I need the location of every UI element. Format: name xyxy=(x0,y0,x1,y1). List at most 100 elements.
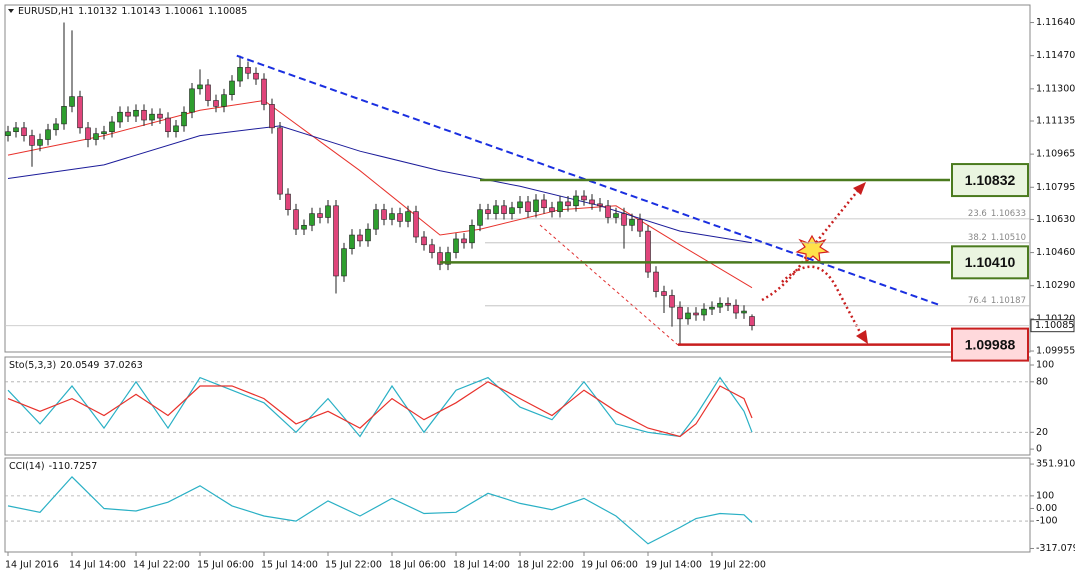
candle-body xyxy=(597,203,603,207)
x-tick-label: 19 Jul 14:00 xyxy=(645,560,702,571)
fib-label: 23.6 1.10633 xyxy=(968,208,1026,218)
price-tag-label: 1.10085 xyxy=(1035,320,1074,331)
candle-body xyxy=(381,209,387,220)
x-tick-label: 15 Jul 14:00 xyxy=(261,560,318,571)
arrowhead xyxy=(856,330,868,344)
x-tick-label: 19 Jul 22:00 xyxy=(709,560,766,571)
candle-body xyxy=(277,127,283,195)
y-tick-label: 1.11640 xyxy=(1036,17,1075,28)
y-tick-label: 80 xyxy=(1036,376,1048,387)
candle-body xyxy=(189,88,195,113)
x-tick-label: 14 Jul 2016 xyxy=(5,560,59,571)
candle-body xyxy=(293,209,299,230)
fib-price: 1.10187 xyxy=(991,295,1026,305)
candle-body xyxy=(533,199,539,212)
y-tick-label: 1.09955 xyxy=(1036,346,1075,357)
price-tag xyxy=(1030,319,1075,333)
candle-body xyxy=(389,213,395,220)
fib-anchor xyxy=(539,224,679,346)
y-tick-label: -317.0797 xyxy=(1036,543,1075,554)
candle-body xyxy=(333,205,339,277)
candle-body xyxy=(373,209,379,230)
fib-label: 38.2 1.10510 xyxy=(968,232,1026,242)
candle-body xyxy=(565,201,571,207)
candle-body xyxy=(509,207,515,214)
level-box xyxy=(951,245,1029,280)
y-tick-label: 1.10460 xyxy=(1036,247,1075,258)
candle-body xyxy=(109,121,115,133)
candle-body xyxy=(69,96,75,107)
candle-body xyxy=(397,213,403,222)
x-tick-label: 15 Jul 22:00 xyxy=(325,560,382,571)
y-tick-label: 100 xyxy=(1036,490,1054,501)
candle-body xyxy=(125,111,131,117)
candle-body xyxy=(245,67,251,74)
candle-body xyxy=(229,80,235,95)
candle-body xyxy=(133,109,139,117)
candle-body xyxy=(637,219,643,232)
menu-arrow xyxy=(8,9,14,13)
y-tick-label: 1.10965 xyxy=(1036,149,1075,160)
candle-body xyxy=(221,94,227,107)
candle-body xyxy=(61,106,67,125)
candle-body xyxy=(709,306,715,310)
candle-body xyxy=(437,252,443,265)
x-tick-label: 19 Jul 06:00 xyxy=(581,560,638,571)
stoch-panel xyxy=(4,356,1031,456)
y-tick-label: 1.10290 xyxy=(1036,280,1075,291)
candle-body xyxy=(149,113,155,121)
candle-body xyxy=(269,104,275,129)
candle-body xyxy=(629,219,635,226)
candle-body xyxy=(645,230,651,273)
candle-body xyxy=(677,306,683,320)
candle-body xyxy=(501,205,507,214)
header-value: Sto(5,3,3) xyxy=(9,360,56,371)
x-tick-label: 18 Jul 14:00 xyxy=(453,560,510,571)
candle-body xyxy=(693,312,699,316)
indicator-line xyxy=(7,476,753,545)
header-value: 37.0263 xyxy=(103,360,142,371)
candle-body xyxy=(261,78,267,105)
candle-body xyxy=(469,224,475,244)
candle-body xyxy=(453,238,459,253)
candle-body xyxy=(5,131,11,136)
header-value: 1.10143 xyxy=(121,6,160,17)
candle-body xyxy=(421,236,427,246)
candle-body xyxy=(557,201,563,212)
candle-body xyxy=(477,209,483,226)
fib-price: 1.10633 xyxy=(991,208,1026,218)
candle-body xyxy=(13,127,19,133)
candle-body xyxy=(181,111,187,127)
candle-body xyxy=(549,207,555,212)
fib-label: 76.4 1.10187 xyxy=(968,295,1026,305)
header-value: 1.10085 xyxy=(208,6,247,17)
fib-ratio: 23.6 xyxy=(968,208,987,218)
candle-body xyxy=(205,84,211,101)
candle-body xyxy=(701,308,707,316)
candle-body xyxy=(365,228,371,242)
candle-body xyxy=(325,205,331,218)
candle-body xyxy=(581,195,587,201)
candle-body xyxy=(661,291,667,296)
candle-body xyxy=(525,201,531,212)
header-value: 1.10061 xyxy=(165,6,204,17)
level-label: 1.09988 xyxy=(965,336,1016,352)
candle-body xyxy=(141,109,147,121)
header-value: CCI(14) xyxy=(9,461,45,472)
level-label: 1.10410 xyxy=(965,254,1016,270)
candle-body xyxy=(741,310,747,314)
y-tick-label: -100 xyxy=(1036,516,1058,527)
candle-body xyxy=(669,295,675,308)
candle-body xyxy=(213,100,219,107)
candle-body xyxy=(485,209,491,214)
arrowhead xyxy=(853,182,866,195)
header-value: 1.10132 xyxy=(78,6,117,17)
candle-body xyxy=(605,205,611,218)
header-value: 20.0549 xyxy=(60,360,99,371)
level-box xyxy=(951,327,1029,362)
candle-body xyxy=(37,139,43,146)
level-box xyxy=(951,163,1029,198)
x-tick-label: 18 Jul 06:00 xyxy=(389,560,446,571)
trendline xyxy=(236,54,941,307)
